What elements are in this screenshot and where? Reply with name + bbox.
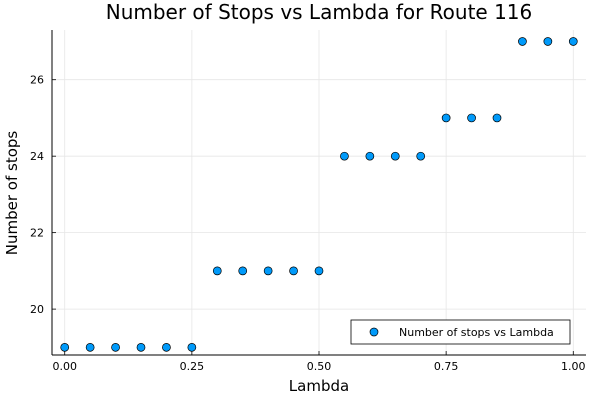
data-point xyxy=(85,343,95,352)
data-point xyxy=(467,113,476,123)
data-point xyxy=(390,151,400,161)
legend-marker xyxy=(369,327,379,337)
legend-label: Number of stops vs Lambda xyxy=(399,326,554,339)
data-point xyxy=(162,343,171,352)
x-tick-label: 0.25 xyxy=(180,360,205,373)
tick-labels: 0.00 0.25 0.50 0.75 1.00 20 22 24 26 xyxy=(30,74,586,373)
data-points xyxy=(60,37,578,352)
legend-box xyxy=(350,319,571,345)
data-point xyxy=(136,343,146,352)
data-point xyxy=(441,113,451,123)
data-point xyxy=(492,113,502,123)
x-tick-label: 1.00 xyxy=(561,360,586,373)
x-tick-label: 0.00 xyxy=(52,360,77,373)
chart-title: Number of Stops vs Lambda for Route 116 xyxy=(106,0,533,24)
data-point xyxy=(365,151,375,161)
grid xyxy=(52,30,586,355)
data-point xyxy=(60,343,70,352)
y-axis-label: Number of stops xyxy=(3,131,21,256)
x-tick-label: 0.75 xyxy=(434,360,459,373)
data-point xyxy=(340,151,349,161)
data-point xyxy=(289,266,298,276)
data-point xyxy=(416,151,426,161)
data-point xyxy=(518,37,527,46)
y-tick-label: 20 xyxy=(30,303,44,316)
data-point xyxy=(568,37,578,46)
data-point xyxy=(111,343,120,352)
y-tick-label: 26 xyxy=(30,74,44,87)
x-tick-label: 0.50 xyxy=(307,360,332,373)
data-point xyxy=(238,266,248,276)
x-axis-label: Lambda xyxy=(289,377,349,395)
data-point xyxy=(187,343,197,352)
y-tick-label: 22 xyxy=(30,227,44,240)
legend: Number of stops vs Lambda xyxy=(350,319,571,345)
data-point xyxy=(543,37,553,46)
data-point xyxy=(263,266,273,276)
data-point xyxy=(212,266,222,276)
axes xyxy=(51,30,586,356)
y-tick-label: 24 xyxy=(30,150,44,163)
data-point xyxy=(314,266,324,276)
